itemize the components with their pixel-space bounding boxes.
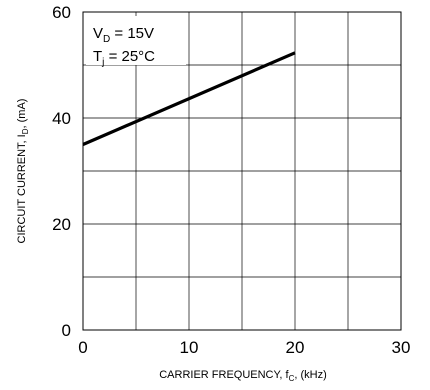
annotation-tj: Tj = 25°C	[93, 48, 155, 68]
tick-group: 0 10 20 30 0 20 40 60	[52, 3, 410, 357]
y-tick-label: 40	[52, 109, 71, 128]
series-group	[82, 51, 296, 146]
x-tick-label: 0	[78, 338, 87, 357]
y-tick-label: 20	[52, 215, 71, 234]
x-axis-title: CARRIER FREQUENCY, fC, (kHz)	[159, 369, 327, 383]
series-line-0	[82, 51, 296, 146]
annotation-background	[86, 16, 186, 65]
x-tick-label: 20	[286, 338, 305, 357]
y-tick-label: 60	[52, 3, 71, 22]
x-tick-label: 10	[180, 338, 199, 357]
grid-lines	[83, 12, 401, 330]
x-tick-label: 30	[392, 338, 411, 357]
annotation-vd: VD = 15V	[93, 25, 154, 45]
y-tick-label: 0	[62, 321, 71, 340]
plot-frame	[82, 11, 402, 331]
y-axis-title: CIRCUIT CURRENT, ID, (mA)	[16, 99, 30, 244]
